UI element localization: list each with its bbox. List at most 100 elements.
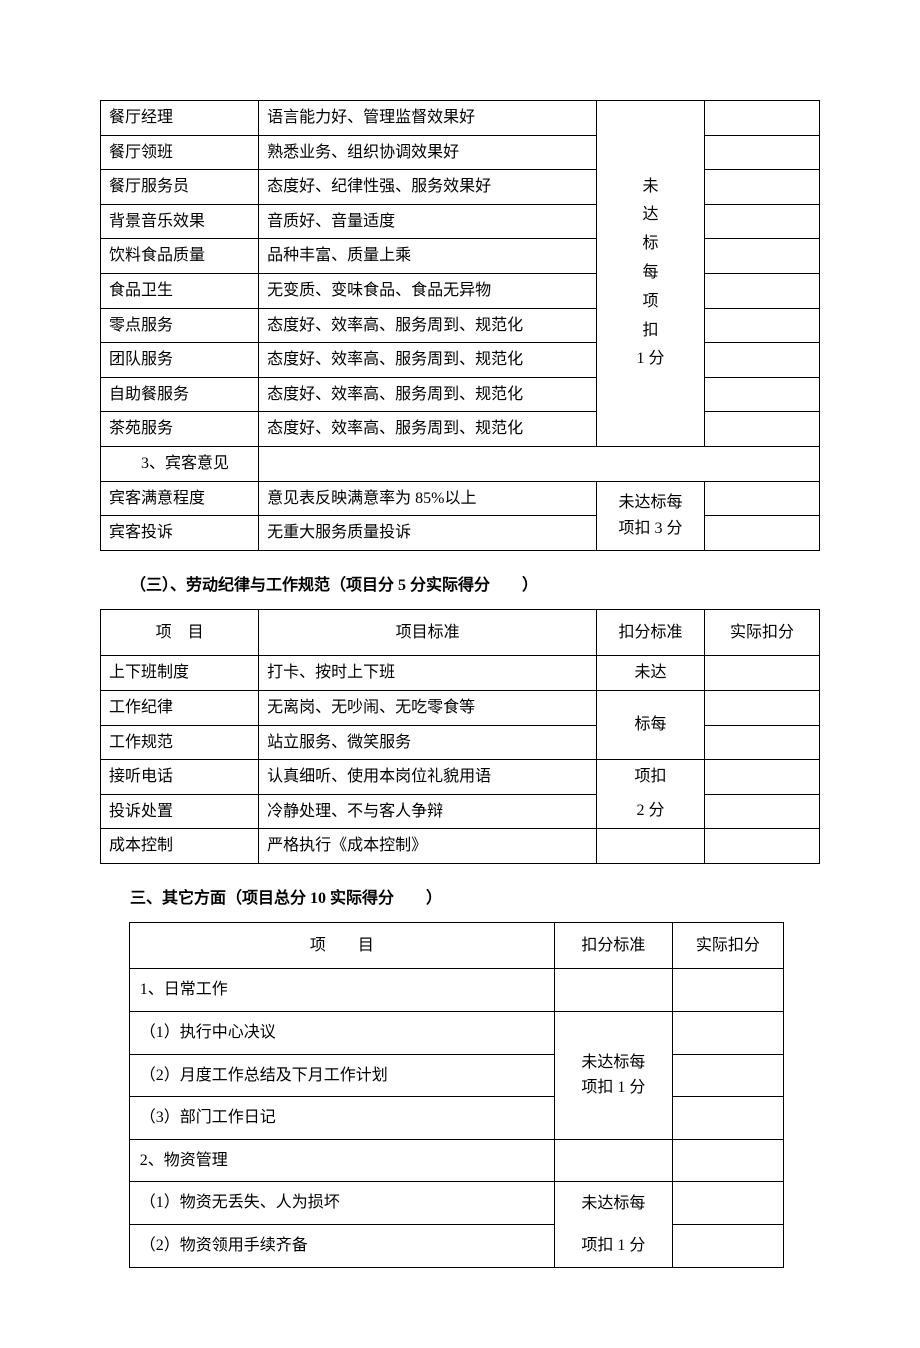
cell-deduct: 2 分	[597, 794, 705, 829]
cell-item: 工作纪律	[101, 690, 259, 725]
cell-standard: 态度好、效率高、服务周到、规范化	[259, 412, 597, 447]
table-row: 餐厅领班 熟悉业务、组织协调效果好	[101, 135, 820, 170]
table-row: 餐厅经理 语言能力好、管理监督效果好 未达标每项扣1 分	[101, 101, 820, 136]
cell-actual	[704, 725, 819, 760]
cell-item: 餐厅经理	[101, 101, 259, 136]
cell-standard: 冷静处理、不与客人争辩	[259, 794, 597, 829]
table-row: 上下班制度 打卡、按时上下班 未达	[101, 656, 820, 691]
table-other: 项 目 扣分标准 实际扣分 1、日常工作 （1）执行中心决议 未达标每项扣 1 …	[129, 922, 784, 1268]
table-row: （1）执行中心决议 未达标每项扣 1 分	[129, 1012, 783, 1055]
cell-actual	[704, 343, 819, 378]
cell-deduct: 未达	[597, 656, 705, 691]
table-row: 背景音乐效果 音质好、音量适度	[101, 204, 820, 239]
cell-item: 餐厅领班	[101, 135, 259, 170]
cell-standard: 无离岗、无吵闹、无吃零食等	[259, 690, 597, 725]
table-row: 宾客投诉 无重大服务质量投诉	[101, 516, 820, 551]
cell-item: （3）部门工作日记	[129, 1097, 554, 1140]
cell-standard: 认真细听、使用本岗位礼貌用语	[259, 760, 597, 795]
table-row: 自助餐服务 态度好、效率高、服务周到、规范化	[101, 377, 820, 412]
table-row-group: 1、日常工作	[129, 969, 783, 1012]
table-row: 零点服务 态度好、效率高、服务周到、规范化	[101, 308, 820, 343]
cell-actual	[672, 1139, 783, 1182]
table-row: 食品卫生 无变质、变味食品、食品无异物	[101, 273, 820, 308]
cell-deduct-standard: 未达标每项扣 3 分	[597, 481, 705, 550]
cell-item: 饮料食品质量	[101, 239, 259, 274]
cell-standard: 熟悉业务、组织协调效果好	[259, 135, 597, 170]
cell-standard: 严格执行《成本控制》	[259, 829, 597, 864]
cell-actual	[704, 204, 819, 239]
header-actual: 实际扣分	[672, 922, 783, 969]
header-actual: 实际扣分	[704, 609, 819, 656]
cell-deduct	[555, 1139, 673, 1182]
cell-standard: 语言能力好、管理监督效果好	[259, 101, 597, 136]
cell-actual	[672, 1225, 783, 1268]
cell-standard: 态度好、纪律性强、服务效果好	[259, 170, 597, 205]
cell-item: （2）物资领用手续齐备	[129, 1225, 554, 1268]
table-row: 成本控制 严格执行《成本控制》	[101, 829, 820, 864]
table-labor-discipline: 项 目 项目标准 扣分标准 实际扣分 上下班制度 打卡、按时上下班 未达 工作纪…	[100, 609, 820, 864]
cell-actual	[704, 377, 819, 412]
cell-deduct: 标每	[597, 690, 705, 759]
cell-group: 2、物资管理	[129, 1139, 554, 1182]
table-row: 接听电话 认真细听、使用本岗位礼貌用语 项扣	[101, 760, 820, 795]
cell-actual	[704, 516, 819, 551]
cell-standard: 无重大服务质量投诉	[259, 516, 597, 551]
cell-deduct: 项扣	[597, 760, 705, 795]
section-title-labor: （三）、劳动纪律与工作规范（项目分 5 分实际得分 ）	[130, 571, 820, 595]
cell-standard: 意见表反映满意率为 85%以上	[259, 481, 597, 516]
header-item: 项 目	[101, 609, 259, 656]
table-row: 工作纪律 无离岗、无吵闹、无吃零食等 标每	[101, 690, 820, 725]
cell-deduct	[597, 829, 705, 864]
cell-item: 零点服务	[101, 308, 259, 343]
table-row: 茶苑服务 态度好、效率高、服务周到、规范化	[101, 412, 820, 447]
cell-deduct: 项扣 1 分	[555, 1225, 673, 1268]
table-row: 工作规范 站立服务、微笑服务	[101, 725, 820, 760]
table-row: 投诉处置 冷静处理、不与客人争辩 2 分	[101, 794, 820, 829]
cell-actual	[704, 656, 819, 691]
cell-actual	[704, 239, 819, 274]
cell-item: （2）月度工作总结及下月工作计划	[129, 1054, 554, 1097]
table-row: 宾客满意程度 意见表反映满意率为 85%以上 未达标每项扣 3 分	[101, 481, 820, 516]
cell-standard: 音质好、音量适度	[259, 204, 597, 239]
table-row: 团队服务 态度好、效率高、服务周到、规范化	[101, 343, 820, 378]
table-row-group: 2、物资管理	[129, 1139, 783, 1182]
cell-actual	[704, 412, 819, 447]
cell-deduct	[555, 969, 673, 1012]
table-header: 项 目 项目标准 扣分标准 实际扣分	[101, 609, 820, 656]
table-row: （2）月度工作总结及下月工作计划	[129, 1054, 783, 1097]
cell-actual	[672, 969, 783, 1012]
cell-item: 食品卫生	[101, 273, 259, 308]
cell-empty	[259, 446, 820, 481]
cell-deduct-standard: 未达标每项扣1 分	[597, 101, 705, 447]
section-title-other: 三、其它方面（项目总分 10 实际得分 ）	[130, 884, 820, 908]
cell-item: （1）物资无丢失、人为损坏	[129, 1182, 554, 1225]
cell-item: 上下班制度	[101, 656, 259, 691]
cell-deduct-standard: 未达标每项扣 1 分	[555, 1012, 673, 1140]
cell-actual	[704, 760, 819, 795]
cell-item: 工作规范	[101, 725, 259, 760]
header-item: 项 目	[129, 922, 554, 969]
table-row: （2）物资领用手续齐备 项扣 1 分	[129, 1225, 783, 1268]
cell-item: 投诉处置	[101, 794, 259, 829]
table-row: （3）部门工作日记	[129, 1097, 783, 1140]
cell-standard: 品种丰富、质量上乘	[259, 239, 597, 274]
cell-actual	[704, 273, 819, 308]
cell-standard: 态度好、效率高、服务周到、规范化	[259, 343, 597, 378]
table-row: 饮料食品质量 品种丰富、质量上乘	[101, 239, 820, 274]
cell-item: 自助餐服务	[101, 377, 259, 412]
cell-standard: 态度好、效率高、服务周到、规范化	[259, 377, 597, 412]
table-row: 餐厅服务员 态度好、纪律性强、服务效果好	[101, 170, 820, 205]
header-deduct: 扣分标准	[555, 922, 673, 969]
cell-standard: 打卡、按时上下班	[259, 656, 597, 691]
cell-standard: 态度好、效率高、服务周到、规范化	[259, 308, 597, 343]
cell-item: 餐厅服务员	[101, 170, 259, 205]
table-row-section: 3、宾客意见	[101, 446, 820, 481]
table-row: （1）物资无丢失、人为损坏 未达标每	[129, 1182, 783, 1225]
cell-actual	[704, 481, 819, 516]
cell-standard: 无变质、变味食品、食品无异物	[259, 273, 597, 308]
cell-actual	[672, 1054, 783, 1097]
cell-actual	[704, 135, 819, 170]
cell-actual	[704, 101, 819, 136]
table-header: 项 目 扣分标准 实际扣分	[129, 922, 783, 969]
cell-actual	[704, 170, 819, 205]
